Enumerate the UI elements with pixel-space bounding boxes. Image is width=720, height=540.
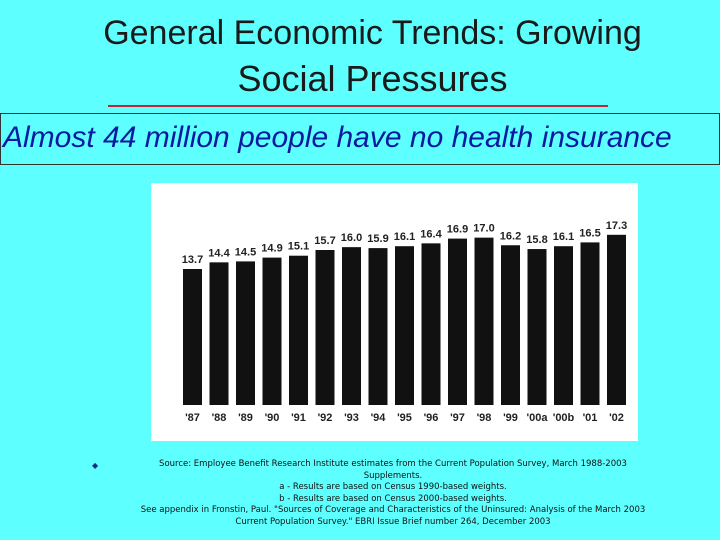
x-tick-label: '00b (553, 412, 575, 424)
x-tick-label: '88 (212, 412, 227, 424)
bar (395, 246, 414, 405)
x-tick-label: '91 (291, 412, 306, 424)
slide-title-line1: General Economic Trends: Growing (103, 14, 642, 52)
bar (580, 242, 600, 405)
slide-title-line2: Social Pressures (237, 58, 508, 99)
bar-chart-svg: 13.7 '87 14.4 '88 14.5 '89 14.9 '90 15.1 '91 15.7 '… (182, 220, 627, 424)
source-line: a - Results are based on Census 1990-bas… (279, 482, 507, 492)
bar-value-label: 17.3 (606, 220, 627, 232)
bar-value-label: 15.7 (314, 235, 335, 247)
bar-chart: 13.7 '87 14.4 '88 14.5 '89 14.9 '90 15.1 '91 15.7 '… (151, 183, 638, 441)
bar-value-label: 15.8 (526, 234, 547, 246)
bar (315, 250, 335, 405)
source-line: Source: Employee Benefit Research Instit… (159, 459, 627, 469)
bar (236, 261, 255, 405)
bullet-icon: ◆ (92, 461, 99, 470)
bar (289, 255, 308, 405)
bar (342, 247, 361, 405)
bar-value-label: 16.4 (420, 228, 442, 240)
bar (607, 234, 626, 405)
x-tick-label: '01 (583, 412, 598, 424)
x-tick-label: '95 (397, 412, 412, 424)
x-tick-label: '92 (318, 412, 333, 424)
x-tick-label: '90 (265, 412, 280, 424)
bar (448, 238, 467, 405)
x-tick-label: '94 (371, 412, 387, 424)
x-tick-label: '96 (424, 412, 439, 424)
source-line: See appendix in Fronstin, Paul. "Sources… (140, 505, 646, 515)
source-line: Supplements. (363, 470, 423, 481)
bar-value-label: 16.1 (394, 231, 415, 243)
bar (474, 237, 494, 405)
bar-value-label: 16.5 (579, 227, 600, 239)
x-tick-label: '02 (609, 412, 624, 424)
x-tick-label: '98 (477, 412, 492, 424)
source-line: Current Population Survey." EBRI Issue B… (235, 516, 551, 527)
x-tick-label: '00a (527, 412, 549, 424)
bar (501, 245, 520, 405)
bar (368, 248, 388, 405)
bar (527, 249, 547, 405)
bar (183, 269, 202, 405)
x-tick-label: '99 (503, 412, 518, 424)
source-note: Source: Employee Benefit Research Instit… (108, 459, 678, 528)
bar-value-label: 15.1 (288, 241, 309, 253)
bar-value-label: 15.9 (367, 233, 388, 245)
bar-value-label: 16.0 (341, 232, 362, 244)
x-tick-label: '89 (238, 412, 253, 424)
bar-value-label: 14.9 (261, 243, 282, 255)
source-line: b - Results are based on Census 2000-bas… (279, 493, 507, 504)
x-tick-label: '87 (185, 412, 200, 424)
subtitle-banner (0, 113, 720, 165)
slide-subtitle: Almost 44 million people have no health … (3, 121, 672, 154)
bar-value-label: 13.7 (182, 254, 203, 266)
bar-value-label: 16.2 (500, 230, 521, 242)
bar-value-label: 16.9 (447, 224, 468, 236)
bar (209, 262, 229, 405)
bar-value-label: 16.1 (553, 231, 574, 243)
bar-value-label: 17.0 (473, 223, 494, 235)
x-tick-label: '93 (344, 412, 359, 424)
bar (262, 257, 282, 405)
bar (421, 243, 441, 405)
bar-value-label: 14.5 (235, 246, 256, 258)
title-divider (108, 105, 608, 107)
bar (554, 246, 573, 405)
x-tick-label: '97 (450, 412, 465, 424)
bar-value-label: 14.4 (208, 247, 230, 259)
